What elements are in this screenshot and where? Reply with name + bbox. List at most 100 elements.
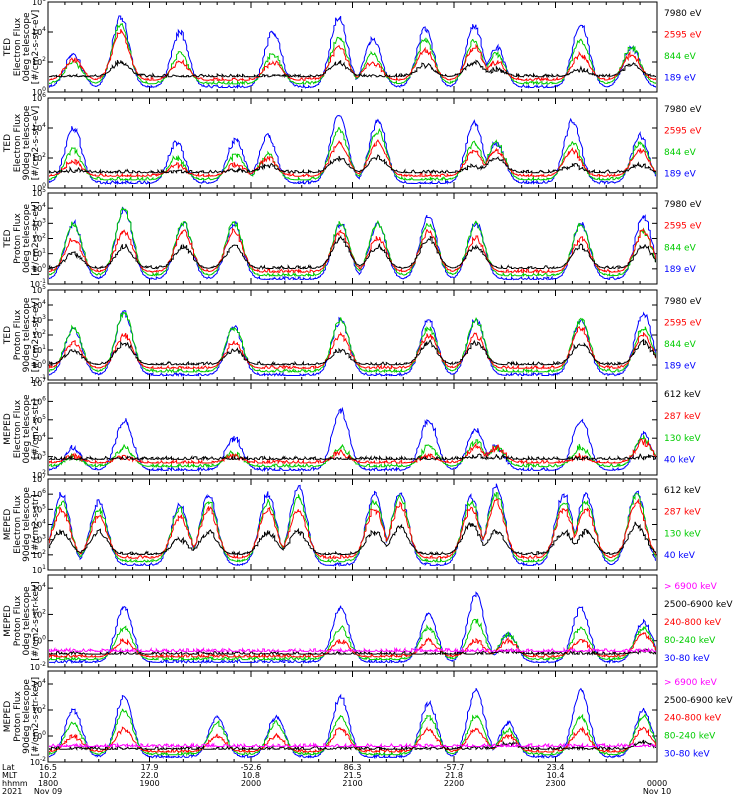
axis-tick-hhmm: 1900 xyxy=(139,779,159,788)
legend-entry: 189 eV xyxy=(664,169,697,179)
legend-entry: 189 eV xyxy=(664,265,697,275)
axis-tick-hhmm: 0000 xyxy=(647,779,667,788)
axis-tick-mlt: 21.5 xyxy=(344,771,362,780)
y-axis-title-line: Electron Flux xyxy=(13,113,23,172)
y-axis-title-line: Proton Flux xyxy=(13,691,23,742)
legend-entry: 7980 eV xyxy=(664,200,702,210)
axis-tick-date: Nov 09 xyxy=(34,787,62,796)
y-tick-exp: 1 xyxy=(42,564,46,571)
series-line xyxy=(49,15,656,90)
y-tick-base: 10 xyxy=(32,346,42,355)
y-tick-label: 103 xyxy=(32,314,46,325)
series-line xyxy=(49,206,656,278)
y-tick-label: 102 xyxy=(32,56,46,67)
legend-entry: 844 eV xyxy=(664,340,697,350)
y-tick-label: 107 xyxy=(32,473,46,484)
y-tick-label: 104 xyxy=(32,519,46,530)
legend-entry: 2595 eV xyxy=(664,126,702,136)
y-axis-title-line: Proton Flux xyxy=(13,309,23,360)
axis-tick-mlt: 21.8 xyxy=(445,771,463,780)
y-axis-title-line: MEPED xyxy=(3,605,13,637)
y-tick-base: 10 xyxy=(32,536,42,545)
y-tick-base: 10 xyxy=(32,58,42,67)
y-tick-exp: 2 xyxy=(42,704,46,711)
y-tick-base: 10 xyxy=(32,250,42,259)
plot-area xyxy=(49,483,656,567)
y-tick-base: 10 xyxy=(32,219,42,228)
legend-entry: 130 keV xyxy=(664,434,701,444)
y-tick-exp: 4 xyxy=(42,432,46,439)
y-tick-exp: -2 xyxy=(40,756,46,763)
series-line xyxy=(49,591,656,665)
y-tick-exp: 2 xyxy=(42,329,46,336)
legend-entry: 240-800 keV xyxy=(664,714,722,724)
plot-area xyxy=(49,406,656,473)
y-axis-title: MEPED Electron Flux 0deg telescope [#/cm2-s… xyxy=(3,394,41,464)
y-axis-title: MEPED Proton Flux 0deg telescope [#/cm2-s-s… xyxy=(3,581,41,660)
y-tick-label: 106 xyxy=(32,0,46,7)
y-tick-exp: 2 xyxy=(42,608,46,615)
y-tick-label: 102 xyxy=(32,152,46,163)
y-axis-title-line: [#/cm2-s-str-eV] xyxy=(31,201,41,276)
axis-tick-lat: 23.4 xyxy=(547,763,565,772)
y-tick-base: 10 xyxy=(32,490,42,499)
y-tick-label: 104 xyxy=(32,26,46,37)
axis-tick-mlt: 22.0 xyxy=(141,771,159,780)
y-tick-exp: 1 xyxy=(42,248,46,255)
y-tick-exp: 6 xyxy=(42,488,46,495)
y-tick-exp: 4 xyxy=(42,519,46,526)
y-axis-title-line: [#/cm2-s-str-keV] xyxy=(31,677,41,756)
series-line xyxy=(49,406,656,473)
axis-tick-lat: -57.7 xyxy=(444,763,465,772)
panel-frame xyxy=(47,192,658,285)
series-line xyxy=(49,491,656,564)
y-tick-base: 10 xyxy=(30,376,40,385)
y-tick-base: 10 xyxy=(32,204,42,213)
y-tick-base: 10 xyxy=(32,184,42,193)
y-axis-title-line: Electron Flux xyxy=(13,495,23,554)
axis-tick-hhmm: 2200 xyxy=(444,779,464,788)
series-line xyxy=(49,154,656,175)
legend-entry: 40 keV xyxy=(664,551,696,561)
y-axis-title-line: Proton Flux xyxy=(13,595,23,646)
axis-tick-date: Nov 10 xyxy=(643,787,671,796)
y-tick-label: 104 xyxy=(32,299,46,310)
y-tick-base: 10 xyxy=(32,316,42,325)
y-axis-title-line: 90deg telescope xyxy=(22,105,32,180)
y-tick-label: 104 xyxy=(32,202,46,213)
y-tick-exp: 5 xyxy=(42,284,46,291)
y-tick-base: 10 xyxy=(32,637,42,646)
y-tick-base: 10 xyxy=(32,706,42,715)
y-axis-title: TED Electron Flux 0deg telescope [#/cm2-s-s… xyxy=(3,10,41,85)
y-tick-exp: 4 xyxy=(42,122,46,129)
y-tick-label: 106 xyxy=(32,488,46,499)
y-axis-title-line: [#/cm2-s-str-keV] xyxy=(31,581,41,660)
y-tick-base: 10 xyxy=(30,758,40,767)
y-tick-label: 102 xyxy=(32,469,46,480)
y-tick-label: 103 xyxy=(32,217,46,228)
axis-row-label: Lat xyxy=(2,763,15,772)
y-tick-base: 10 xyxy=(32,124,42,133)
y-axis-title-line: MEPED xyxy=(3,701,13,733)
y-tick-base: 10 xyxy=(32,94,42,103)
axis-tick-lat: 86.3 xyxy=(344,763,362,772)
legend-entry: 189 eV xyxy=(664,73,697,83)
y-tick-exp: 4 xyxy=(42,678,46,685)
y-tick-exp: 3 xyxy=(42,534,46,541)
legend-entry: 612 keV xyxy=(664,390,701,400)
y-tick-label: 10-2 xyxy=(30,661,46,672)
y-tick-base: 10 xyxy=(32,331,42,340)
y-tick-base: 10 xyxy=(32,732,42,741)
plot-area xyxy=(49,206,656,282)
series-line xyxy=(49,311,656,374)
legend-entry: 40 keV xyxy=(664,456,696,466)
plot-area xyxy=(49,687,656,760)
axis-row-label: MLT xyxy=(2,771,17,780)
y-tick-base: 10 xyxy=(32,361,42,370)
legend-entry: 2500-6900 keV xyxy=(664,600,733,610)
y-axis-title-line: TED xyxy=(3,326,13,345)
